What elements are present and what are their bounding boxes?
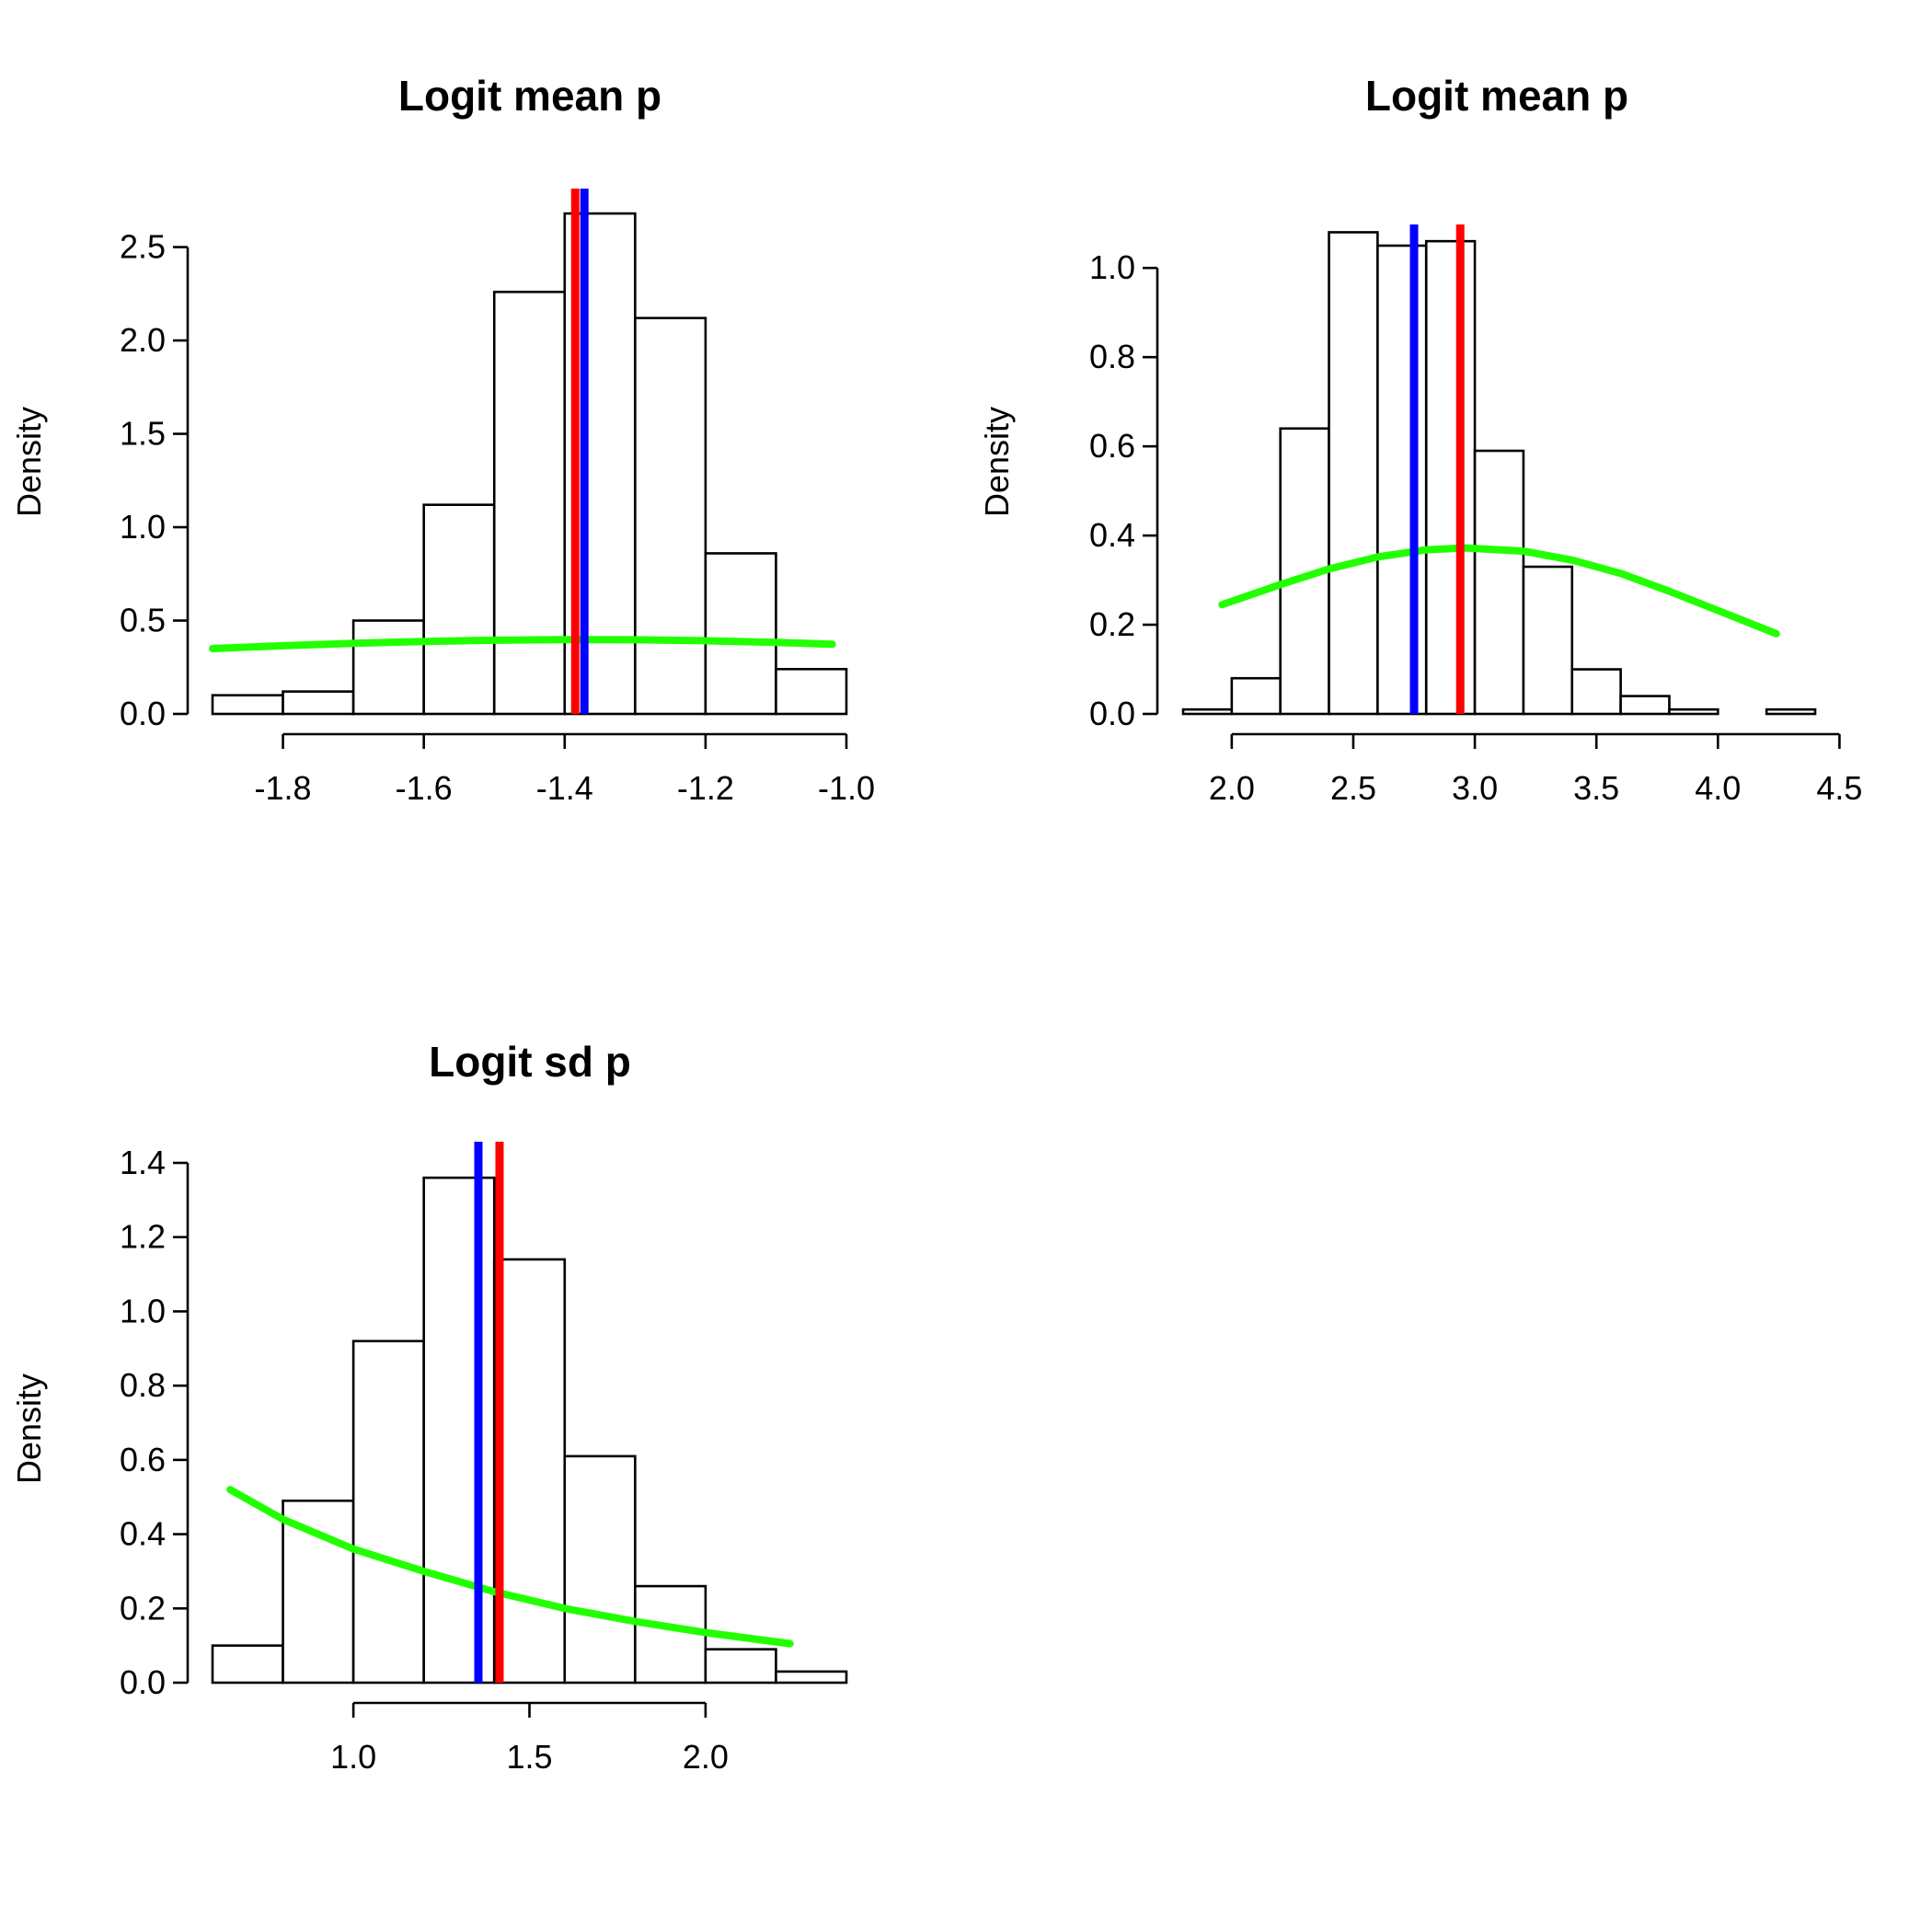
x-tick-label: -1.0 — [818, 769, 875, 807]
y-axis-label: Density — [978, 407, 1016, 517]
panel-title: Logit mean p — [1365, 72, 1628, 120]
density-curve — [1218, 544, 1780, 638]
y-axis-label: Density — [10, 407, 48, 517]
y-tick-label: 0.5 — [120, 602, 166, 639]
y-axis-label: Density — [10, 1374, 48, 1484]
histogram-bar — [775, 1670, 848, 1685]
histogram-bar — [775, 667, 848, 716]
histogram-bar — [492, 291, 567, 716]
y-tick-label: 0.2 — [120, 1589, 166, 1627]
x-tick-label: 1.0 — [330, 1738, 376, 1776]
histogram-bar — [1473, 449, 1525, 716]
x-tick-label: 4.5 — [1816, 769, 1862, 807]
histogram-bar — [1181, 707, 1234, 716]
x-tick-label: 3.5 — [1573, 769, 1619, 807]
density-curve — [209, 636, 836, 652]
x-tick-label: 1.5 — [506, 1738, 552, 1776]
histogram-bar — [1668, 707, 1719, 716]
x-tick-label: -1.4 — [536, 769, 593, 807]
x-tick-label: 4.0 — [1695, 769, 1741, 807]
panel-logit-sd-p: Logit sd p Density 0.0 0.2 0.4 0.6 0.8 1.0 1.2… — [10, 1038, 848, 1776]
histogram-bar — [422, 503, 496, 716]
histogram-bar — [1328, 231, 1379, 716]
y-tick-label: 1.0 — [120, 508, 166, 546]
histogram-bar — [1230, 676, 1282, 716]
y-tick-label: 0.8 — [1089, 338, 1135, 375]
chart-marks: 0.0 0.2 0.4 0.6 0.8 1.0 1.2 1.4 1.0 1.5 2.0 — [120, 1142, 848, 1776]
chart-marks: 0.0 0.2 0.4 0.6 0.8 1.0 2.0 2.5 3.0 3.5 4.0 4.5 — [1089, 224, 1862, 807]
histogram-bar — [422, 1176, 496, 1685]
x-tick-label: -1.8 — [255, 769, 312, 807]
y-tick-label: 0.0 — [120, 1663, 166, 1701]
histogram-bar — [1765, 707, 1817, 716]
y-tick-label: 1.0 — [120, 1292, 166, 1329]
histogram-bar — [634, 316, 707, 716]
y-tick-label: 0.6 — [120, 1441, 166, 1478]
x-tick-label: 2.0 — [683, 1738, 729, 1776]
density-curve — [226, 1486, 794, 1648]
y-tick-label: 2.5 — [120, 228, 166, 266]
y-tick-label: 0.4 — [1089, 516, 1135, 554]
histogram-bar — [1619, 695, 1671, 716]
x-tick-label: 2.5 — [1330, 769, 1376, 807]
histogram-bar — [704, 552, 777, 716]
histogram-bar — [351, 1340, 425, 1685]
y-tick-label: 0.6 — [1089, 427, 1135, 465]
histogram-bar — [351, 619, 425, 716]
histogram-bar — [282, 1499, 355, 1685]
panel-title: Logit mean p — [398, 72, 661, 120]
y-tick-label: 0.2 — [1089, 605, 1135, 643]
histogram-bar — [282, 690, 355, 716]
x-tick-label: 2.0 — [1209, 769, 1255, 807]
x-tick-label: -1.2 — [677, 769, 734, 807]
histogram-bar — [1570, 668, 1622, 716]
histogram-bar — [704, 1648, 777, 1685]
panel-logit-mean-p-2: Logit mean p Density 0.0 0.2 0.4 0.6 0.8 1.0 2… — [978, 72, 1862, 807]
panel-title: Logit sd p — [429, 1038, 631, 1086]
histogram-bar — [1522, 565, 1574, 716]
chart-marks: 0.0 0.5 1.0 1.5 2.0 2.5 -1.8 -1.6 -1.4 -1.2 -1.0 — [120, 189, 875, 807]
x-tick-label: -1.6 — [396, 769, 453, 807]
y-tick-label: 2.0 — [120, 321, 166, 359]
y-tick-label: 1.2 — [120, 1218, 166, 1256]
y-tick-label: 0.8 — [120, 1366, 166, 1404]
histogram-bar — [563, 1455, 637, 1685]
histogram-bar — [1376, 244, 1428, 716]
y-tick-label: 1.4 — [120, 1144, 166, 1181]
x-tick-label: 3.0 — [1452, 769, 1498, 807]
y-tick-label: 1.0 — [1089, 248, 1135, 286]
y-tick-label: 0.4 — [120, 1515, 166, 1553]
histogram-bar — [634, 1584, 707, 1685]
y-tick-label: 1.5 — [120, 415, 166, 453]
panel-logit-mean-p-1: Logit mean p Density 0.0 0.5 1.0 1.5 2.0 2.5 -… — [10, 72, 875, 807]
histogram-bar — [1424, 239, 1477, 716]
y-tick-label: 0.0 — [120, 695, 166, 732]
histogram-bar — [211, 694, 284, 716]
y-tick-label: 0.0 — [1089, 695, 1135, 732]
histogram-bar — [211, 1644, 284, 1685]
histogram-bar — [492, 1258, 567, 1685]
